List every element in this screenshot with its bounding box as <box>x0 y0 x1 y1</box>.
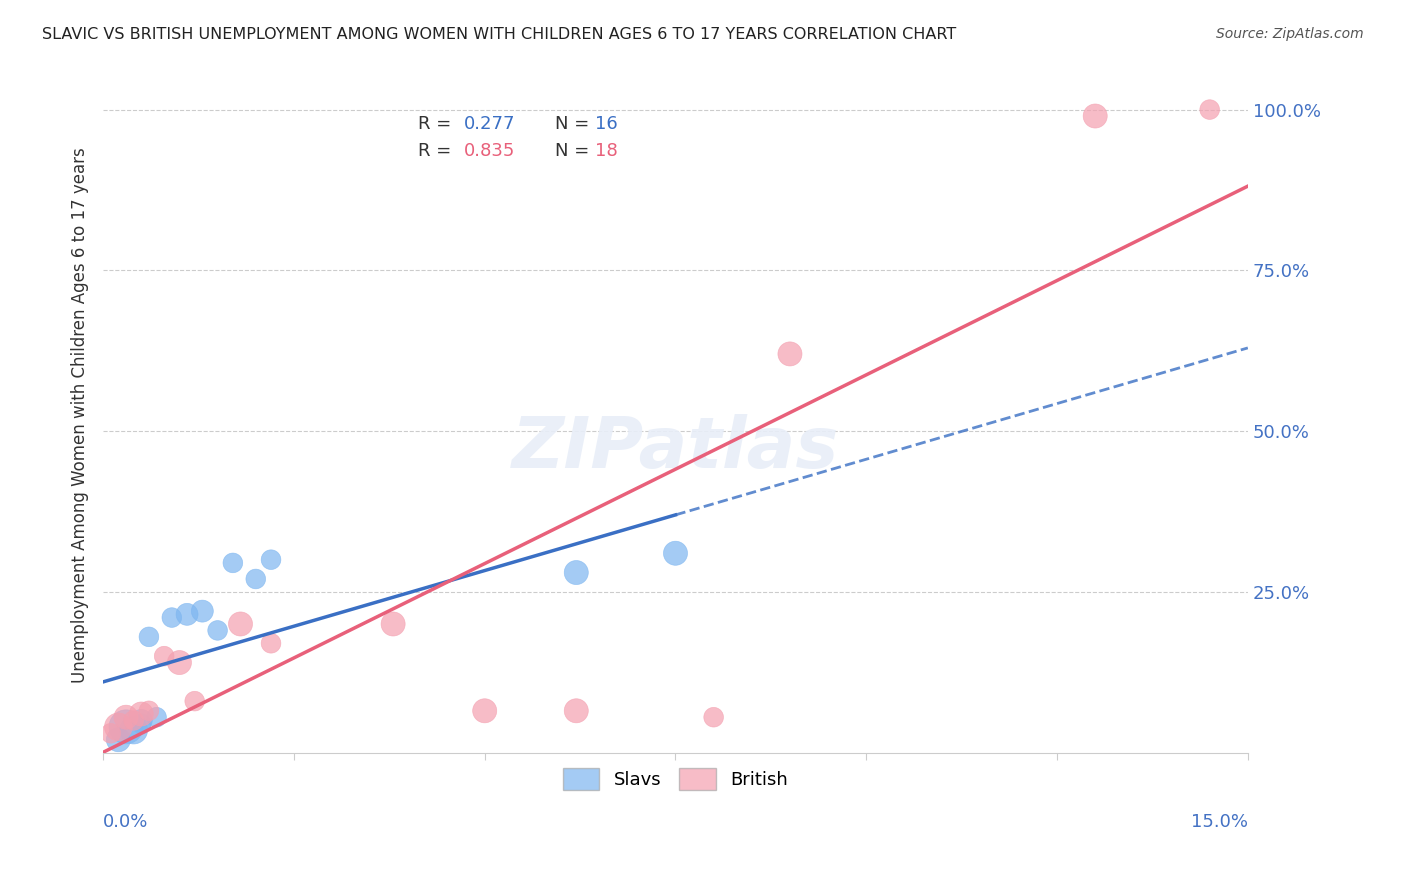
Point <box>115 710 138 724</box>
Point <box>382 617 405 632</box>
Point <box>122 714 145 728</box>
Point <box>207 624 229 638</box>
Point <box>779 347 801 361</box>
Point <box>565 704 588 718</box>
Point <box>107 732 129 747</box>
Text: R =: R = <box>418 142 457 160</box>
Point <box>138 704 160 718</box>
Legend: Slavs, British: Slavs, British <box>555 761 794 797</box>
Point <box>138 630 160 644</box>
Point <box>1198 103 1220 117</box>
Text: 0.0%: 0.0% <box>103 814 149 831</box>
Point <box>107 720 129 734</box>
Text: 15.0%: 15.0% <box>1191 814 1249 831</box>
Text: 0.277: 0.277 <box>464 114 515 133</box>
Point <box>245 572 267 586</box>
Text: 0.835: 0.835 <box>464 142 515 160</box>
Point <box>183 694 205 708</box>
Point <box>169 656 191 670</box>
Point <box>153 649 176 664</box>
Point <box>229 617 252 632</box>
Point <box>260 636 283 650</box>
Point <box>160 610 183 624</box>
Point <box>129 714 152 728</box>
Point <box>703 710 725 724</box>
Text: R =: R = <box>418 114 457 133</box>
Point <box>129 716 152 731</box>
Text: 18: 18 <box>595 142 619 160</box>
Point <box>122 723 145 737</box>
Point <box>191 604 214 618</box>
Point <box>565 566 588 580</box>
Text: N =: N = <box>555 114 595 133</box>
Point <box>474 704 496 718</box>
Text: N =: N = <box>555 142 595 160</box>
Text: 16: 16 <box>595 114 619 133</box>
Point <box>222 556 245 570</box>
Point <box>115 720 138 734</box>
Point <box>176 607 198 622</box>
Point <box>260 552 283 566</box>
Y-axis label: Unemployment Among Women with Children Ages 6 to 17 years: Unemployment Among Women with Children A… <box>72 147 89 683</box>
Point <box>129 706 152 721</box>
Text: Source: ZipAtlas.com: Source: ZipAtlas.com <box>1216 27 1364 41</box>
Text: SLAVIC VS BRITISH UNEMPLOYMENT AMONG WOMEN WITH CHILDREN AGES 6 TO 17 YEARS CORR: SLAVIC VS BRITISH UNEMPLOYMENT AMONG WOM… <box>42 27 956 42</box>
Point <box>100 726 122 740</box>
Point <box>664 546 686 560</box>
Text: ZIPatlas: ZIPatlas <box>512 414 839 483</box>
Point <box>145 710 167 724</box>
Point <box>1084 109 1107 123</box>
